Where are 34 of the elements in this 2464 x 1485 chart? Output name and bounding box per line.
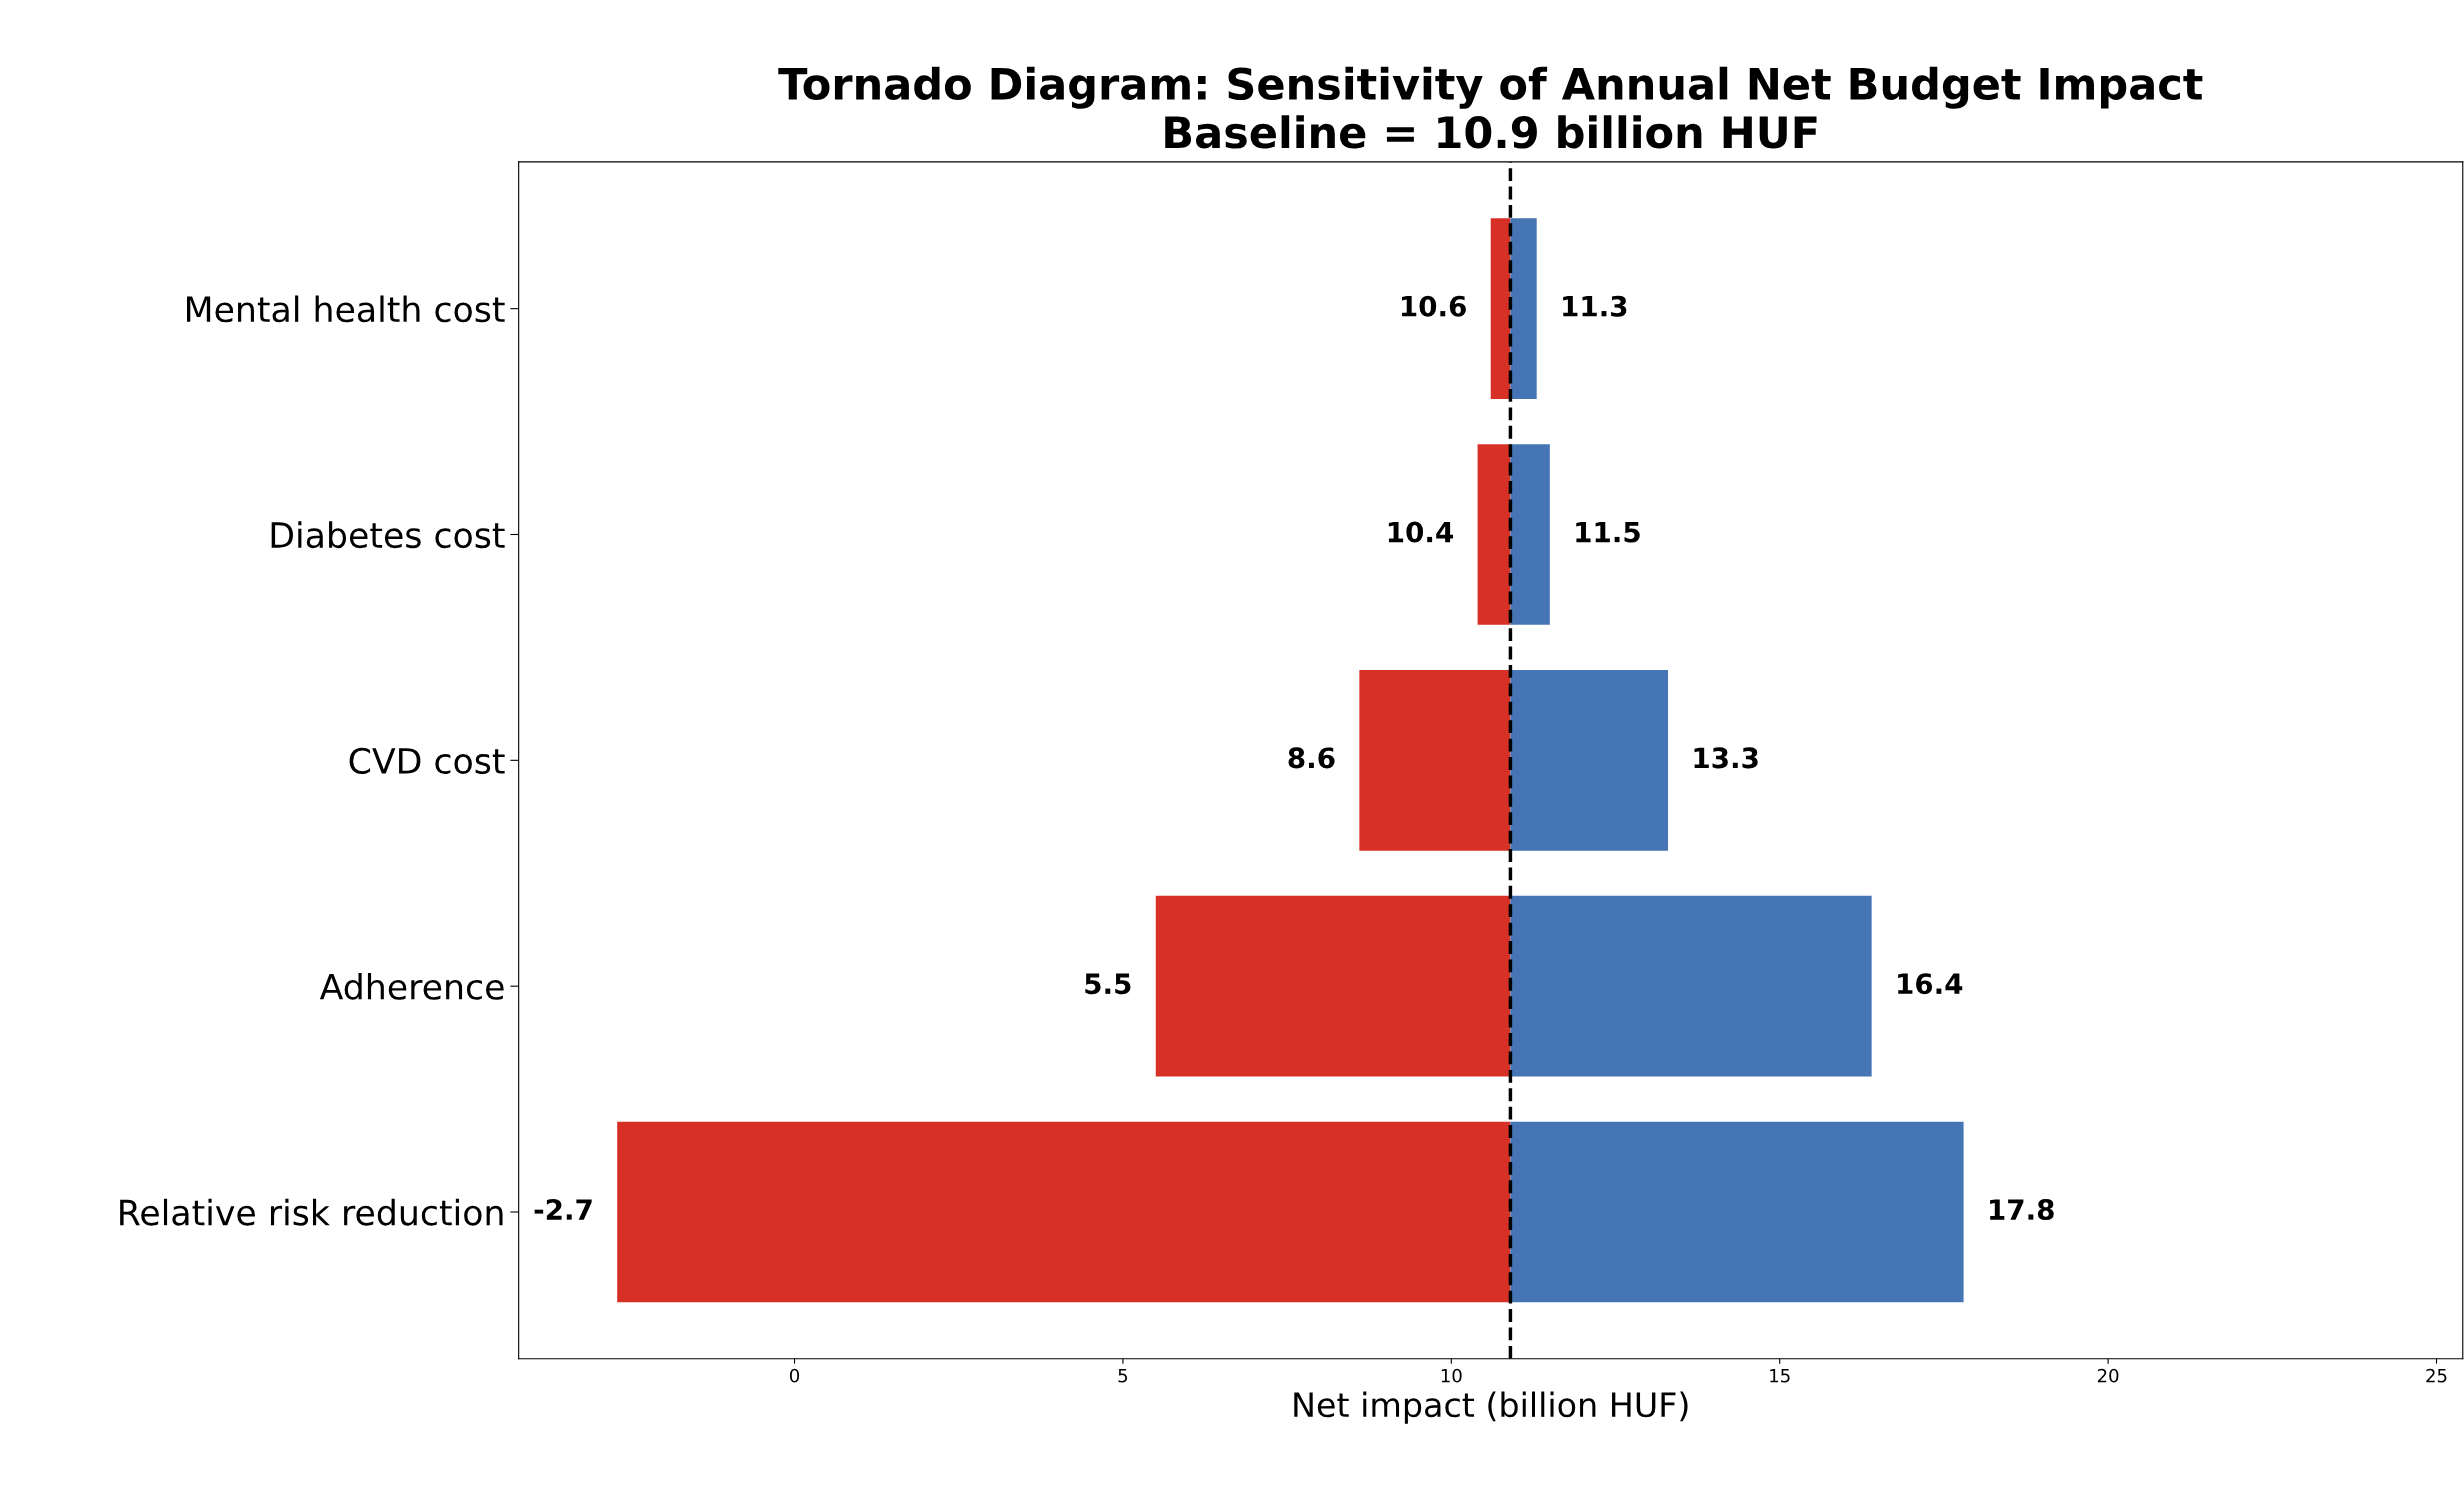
bar [1477,444,1511,625]
y-tick-label: Adherence [319,972,504,1000]
chart-title: Tornado Diagram: Sensitivity of Annual Net Budget Impact [778,66,2203,109]
bar [617,1121,1511,1303]
annotation: 10.4 [1388,521,1453,543]
annotation: 17.8 [1990,1199,2054,1221]
x-tick-label: 10 [1441,1368,1462,1383]
annotation: 5.5 [1085,973,1131,995]
x-tick-label: 0 [789,1368,800,1383]
x-tick-label: 5 [1118,1369,1128,1383]
x-tick-label: 15 [1770,1369,1790,1383]
y-tick-label: Relative risk reduction [120,1198,503,1226]
y-tick-label: Mental health cost [187,295,505,323]
bar [1510,669,1669,851]
x-tick-label: 25 [2426,1368,2447,1383]
annotation: 16.4 [1898,973,1963,995]
x-axis-title: Net impact (billion HUF) [1294,1391,1688,1424]
bar [1155,895,1511,1077]
annotation: 11.3 [1563,295,1627,317]
annotation: 8.6 [1288,747,1335,769]
annotation: -2.7 [534,1199,592,1220]
bar [1510,895,1872,1077]
chart-subtitle: Baseline = 10.9 billion HUF [1165,115,1817,149]
annotation: 10.6 [1401,295,1466,317]
y-tick-label: CVD cost [349,747,505,775]
annotation: 13.3 [1694,747,1758,769]
x-tick-label: 20 [2097,1368,2119,1383]
annotation: 11.5 [1576,521,1640,543]
bar [1510,1121,1964,1303]
bar [1510,444,1550,625]
bar [1359,669,1511,851]
bar [1510,218,1537,399]
y-tick-label: Diabetes cost [271,521,505,549]
bar [1490,218,1511,399]
